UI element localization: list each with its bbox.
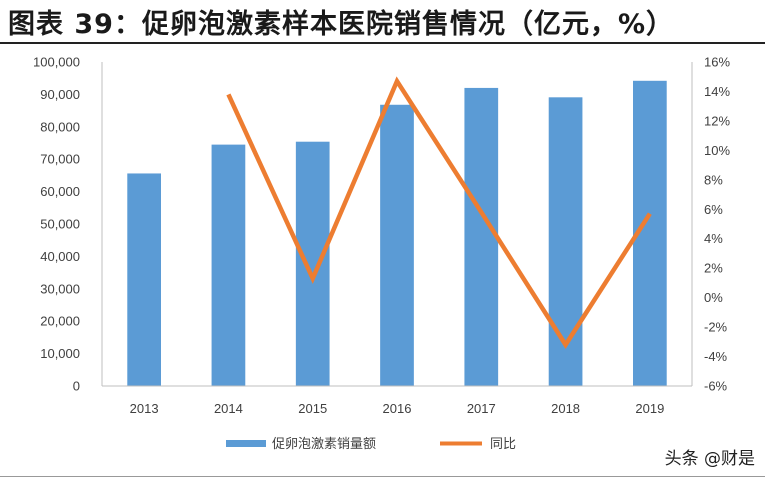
left-tick-label: 100,000 bbox=[33, 55, 80, 70]
right-tick-label: 4% bbox=[704, 231, 723, 246]
right-tick-label: 14% bbox=[704, 84, 730, 99]
bar-series bbox=[127, 80, 667, 387]
right-axis-ticks: -6% -4% -2% 0% 2% 4% 6% 8% 10% 12% 14% 16% bbox=[704, 55, 730, 394]
x-axis-ticks: 2013 2014 2015 2016 2017 2018 2019 bbox=[130, 401, 665, 416]
right-tick-label: -6% bbox=[704, 379, 728, 394]
bar-2014 bbox=[211, 144, 246, 386]
x-tick-label: 2016 bbox=[383, 401, 412, 416]
bar-2013 bbox=[127, 173, 161, 386]
yoy-line bbox=[226, 76, 652, 349]
left-tick-label: 80,000 bbox=[40, 119, 80, 134]
legend-label-line: 同比 bbox=[490, 437, 516, 452]
left-tick-label: 90,000 bbox=[40, 87, 80, 102]
bar-2017 bbox=[464, 87, 499, 387]
right-tick-label: 10% bbox=[704, 143, 730, 158]
x-tick-label: 2013 bbox=[130, 401, 159, 416]
x-tick-label: 2019 bbox=[635, 401, 664, 416]
right-tick-label: 8% bbox=[704, 172, 723, 187]
line-series bbox=[226, 76, 652, 349]
legend-label-bar: 促卵泡激素销量额 bbox=[272, 437, 376, 452]
left-tick-label: 0 bbox=[73, 379, 80, 394]
right-tick-label: 12% bbox=[704, 113, 730, 128]
left-tick-label: 50,000 bbox=[40, 217, 80, 232]
left-tick-label: 20,000 bbox=[40, 314, 80, 329]
bar-2016 bbox=[380, 104, 414, 386]
right-tick-label: -4% bbox=[704, 349, 728, 364]
bar-2015 bbox=[295, 141, 330, 386]
right-tick-label: -2% bbox=[704, 320, 728, 335]
bottom-rule bbox=[0, 476, 765, 477]
right-tick-label: 2% bbox=[704, 261, 723, 276]
watermark: 头条 @财是 bbox=[664, 449, 755, 469]
left-tick-label: 60,000 bbox=[40, 184, 80, 199]
x-tick-label: 2018 bbox=[551, 401, 580, 416]
left-tick-label: 70,000 bbox=[40, 152, 80, 167]
chart-title: 图表 39：促卵泡激素样本医院销售情况（亿元，%） bbox=[8, 9, 675, 40]
x-tick-label: 2014 bbox=[214, 401, 243, 416]
right-tick-label: 16% bbox=[704, 55, 730, 70]
title-rule bbox=[0, 42, 765, 44]
left-tick-label: 40,000 bbox=[40, 249, 80, 264]
left-axis-ticks: 0 10,000 20,000 30,000 40,000 50,000 60,000 70,… bbox=[33, 55, 80, 394]
left-tick-label: 30,000 bbox=[40, 281, 80, 296]
bar-2018 bbox=[548, 97, 583, 386]
legend: 促卵泡激素销量额 同比 bbox=[226, 437, 516, 452]
x-tick-label: 2015 bbox=[298, 401, 327, 416]
x-tick-label: 2017 bbox=[467, 401, 496, 416]
left-tick-label: 10,000 bbox=[40, 346, 80, 361]
legend-swatch-bar bbox=[226, 440, 266, 447]
right-tick-label: 6% bbox=[704, 202, 723, 217]
right-tick-label: 0% bbox=[704, 290, 723, 305]
